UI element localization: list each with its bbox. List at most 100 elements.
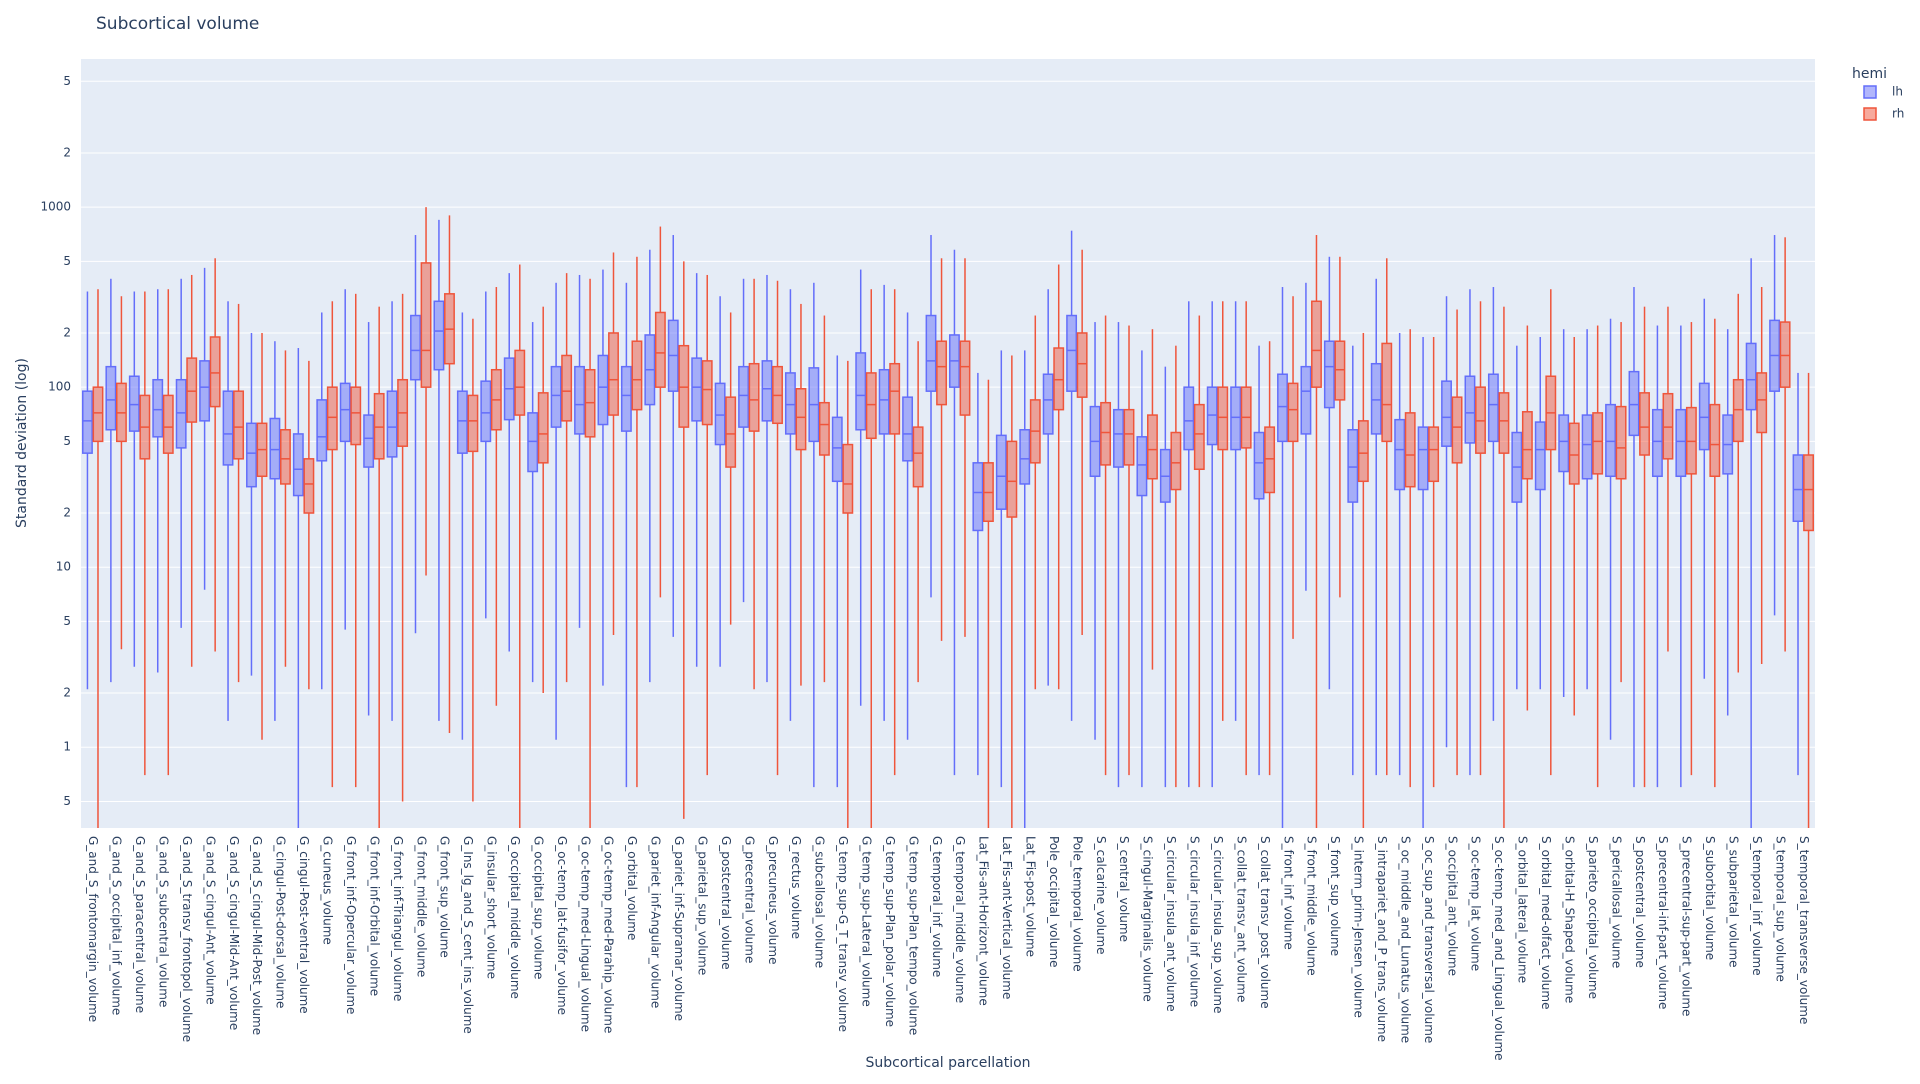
box [902,396,914,462]
x-tick-label: G_and_S_subcentral_volume [157,836,171,1007]
box [128,375,140,432]
x-tick-label: G_front_inf-Triangul_volume [391,836,405,1001]
box [878,368,890,435]
box [1253,431,1265,500]
box [1370,362,1382,435]
box [1300,365,1312,435]
box [738,365,749,428]
x-tick-label: S_oc_sup_and_transversal_volume [1422,836,1436,1043]
legend-label: rh [1892,107,1904,121]
x-tick-label: S_suborbital_volume [1703,836,1717,960]
y-tick-label: 1 [63,740,71,754]
box [480,380,492,443]
box [831,416,843,483]
box [701,360,713,426]
box [456,390,468,454]
x-tick-label: S_orbital_lateral_volume [1516,836,1530,983]
x-tick-label: S_circular_insula_inf_volume [1188,836,1202,1007]
box [1277,373,1288,443]
box [631,340,643,411]
x-tick-label: G_oc-temp_med-Parahip_volume [602,836,616,1033]
box [1521,411,1533,480]
x-tick-label: G_cingul-Post-ventral_volume [297,836,311,1014]
x-tick-label: S_front_sup_volume [1328,836,1342,956]
box [714,382,726,446]
box [1803,454,1814,532]
x-tick-label: Lat_Fis-ant-Horizont_volume [977,836,991,1006]
boxes [82,207,1814,828]
x-tick-label: G_cingul-Post-dorsal_volume [274,836,288,1008]
x-tick-label: S_oc_middle_and_Lunatus_volume [1398,836,1412,1043]
x-axis-title: Subcortical parcellation [865,1055,1030,1071]
x-tick-label: S_cingul-Marginalis_volume [1141,836,1155,1002]
x-tick-label: G_rectus_volume [789,836,803,939]
x-tick-label: Lat_Fis-post_volume [1024,836,1038,957]
box [292,433,304,497]
box [1581,414,1593,480]
box [1053,347,1065,411]
box [597,354,609,426]
legend-swatch [1863,85,1877,99]
y-tick-label: 5 [63,434,71,448]
box [995,434,1007,510]
x-tick-label: S_collat_transv_post_volume [1258,836,1272,1009]
box [691,357,703,422]
x-tick-label: G_temp_sup-Plan_polar_volume [883,836,897,1027]
x-tick-label: G_front_middle_volume [414,836,428,977]
box [514,349,526,416]
x-tick-label: G_and_S_occipital_inf_volume [110,836,124,1015]
box [1193,403,1205,471]
box [561,354,573,422]
box [92,386,104,443]
box [303,458,315,514]
box [1464,375,1476,444]
box [1451,396,1463,464]
box [1534,421,1546,491]
box [1334,340,1346,401]
box [280,429,291,485]
x-tick-label: G_and_S_cingul-Ant_volume [203,836,217,1005]
box [1264,426,1276,494]
box [608,332,619,416]
box [363,414,375,468]
y-tick-label: 2 [63,325,71,339]
x-tick-label: G_occipital_middle_volume [508,836,522,999]
y-tick-label: 5 [63,74,71,88]
x-tick-label: G_temporal_inf_volume [930,836,944,977]
box [1123,408,1135,466]
x-tick-label: G_oc-temp_med-Lingual_volume [578,836,592,1032]
box [842,443,854,514]
x-tick-label: S_temporal_transverse_volume [1797,836,1811,1024]
box [818,401,830,456]
box [1006,440,1018,518]
y-tick-label: 2 [63,686,71,700]
box [269,417,281,480]
x-tick-label: S_precentral-sup-part_volume [1680,836,1694,1016]
x-tick-label: G_and_S_cingul-Mid-Post_volume [250,836,264,1035]
box [1311,300,1322,388]
box [1100,401,1112,466]
box [1183,386,1195,451]
box [1487,373,1499,443]
x-tick-label: G_subcallosal_volume [813,836,827,968]
x-tick-label: S_subparietal_volume [1726,836,1740,968]
box [1136,436,1148,497]
box [1615,405,1627,480]
x-tick-label: G_occipital_sup_volume [531,836,545,979]
box [1792,454,1804,523]
box [246,422,257,488]
x-tick-label: S_temporal_sup_volume [1773,836,1787,982]
box [1347,429,1359,503]
x-tick-label: G_front_inf-Opercular_volume [344,836,358,1014]
labels: 5 1 2 5 10 2 5 100 2 5 1000 2 5 G_and_S_frontomargin_… [40,74,1904,1061]
box [175,378,187,449]
x-tick-label: S_oc-temp_lat_volume [1469,836,1483,971]
box [339,382,351,443]
box [889,362,901,435]
x-tick-label: G_and_S_transv_frontopol_volume [180,836,194,1042]
y-tick-label: 5 [63,794,71,808]
box [433,300,445,371]
box [1042,373,1054,435]
legend-label: lh [1892,85,1903,99]
